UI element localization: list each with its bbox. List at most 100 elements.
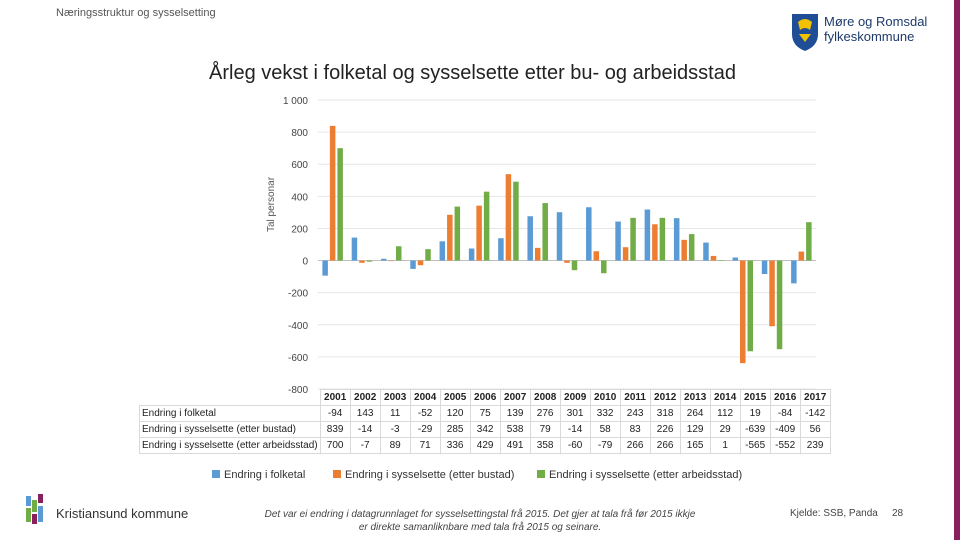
bar-2005-s1 — [439, 241, 446, 261]
bar-2002-s2 — [359, 260, 365, 263]
table-cell: -14 — [349, 421, 381, 438]
table-cell: 19 — [739, 405, 771, 422]
legend-item: Endring i sysselsette (etter arbeidsstad… — [537, 469, 742, 481]
table-cell: 839 — [319, 421, 351, 438]
table-cell: -3 — [379, 421, 411, 438]
bar-2003-s1 — [380, 258, 387, 261]
bar-2003-s2 — [388, 260, 394, 262]
table-cell: -52 — [409, 405, 441, 422]
table-cell: 75 — [469, 405, 501, 422]
table-year-header: 2013 — [679, 389, 711, 406]
table-year-header: 2017 — [799, 389, 831, 406]
bar-2006-s2 — [476, 205, 482, 261]
logo-line-2: fylkeskommune — [824, 29, 915, 44]
table-year-header: 2008 — [529, 389, 561, 406]
y-tick-label: 0 — [302, 257, 308, 268]
table-year-header: 2003 — [379, 389, 411, 406]
table-row-label: Endring i sysselsette (etter arbeidsstad… — [139, 437, 321, 454]
table-cell: 1 — [709, 437, 741, 454]
y-tick-label: -800 — [288, 385, 308, 396]
table-year-header: 2004 — [409, 389, 441, 406]
table-cell: -84 — [769, 405, 801, 422]
legend-item: Endring i folketal — [212, 469, 305, 481]
table-cell: -7 — [349, 437, 381, 454]
table-cell: -79 — [589, 437, 621, 454]
bar-2007-s1 — [498, 238, 504, 261]
table-header-row: 2001 2002 2003 2004 2005 2006 2007 2008 2009 2010… — [140, 389, 831, 406]
table-cell: 336 — [439, 437, 471, 454]
bar-2012-s2 — [652, 224, 658, 261]
bar-2016-s1 — [761, 260, 768, 275]
bar-2009-s3 — [571, 260, 578, 271]
coat-of-arms-icon — [792, 14, 818, 51]
bar-2002-s3 — [366, 260, 373, 262]
bar-2014-s2 — [710, 255, 717, 261]
table-cell: 120 — [439, 405, 471, 422]
table-year-header: 2006 — [469, 389, 501, 406]
bar-2008-s2 — [534, 247, 541, 261]
y-tick-label: -600 — [288, 353, 308, 364]
bar-2013-s1 — [673, 218, 680, 261]
bar-2017-s1 — [791, 260, 797, 284]
table-year-header: 2014 — [709, 389, 741, 406]
bar-2016-s2 — [769, 260, 775, 327]
bar-2001-s3 — [337, 148, 343, 261]
table-row-label: Endring i folketal — [139, 405, 321, 422]
table-cell: 266 — [619, 437, 651, 454]
chart-legend: Endring i folketal Endring i sysselsette … — [0, 469, 960, 483]
y-tick-label: -400 — [288, 321, 308, 332]
bar-2004-s2 — [417, 260, 424, 266]
bar-2017-s2 — [798, 251, 805, 261]
y-tick-label: 200 — [291, 224, 308, 235]
table-cell: -29 — [409, 421, 441, 438]
bar-2009-s1 — [556, 212, 563, 261]
footer-note-line-1: Det var ei endring i datagrunnlaget for … — [264, 509, 696, 520]
y-tick-label: -200 — [288, 289, 308, 300]
bar-2015-s1 — [732, 257, 739, 261]
county-logo: Møre og Romsdal fylkeskommune — [790, 12, 940, 52]
bar-2008-s1 — [527, 216, 533, 261]
data-table: 2001 2002 2003 2004 2005 2006 2007 2008 2009 2010… — [139, 389, 831, 454]
footer-org: Kristiansund kommune — [56, 506, 189, 521]
table-cell: 239 — [799, 437, 831, 454]
bar-2007-s3 — [513, 181, 519, 261]
table-cell: 139 — [499, 405, 531, 422]
table-cell: -14 — [559, 421, 591, 438]
right-accent-bar — [954, 0, 960, 540]
legend-item: Endring i sysselsette (etter bustad) — [333, 469, 514, 481]
table-cell: 165 — [679, 437, 711, 454]
table-year-header: 2001 — [319, 389, 351, 406]
table-cell: 83 — [619, 421, 651, 438]
table-cell: 332 — [589, 405, 621, 422]
legend-swatch — [212, 470, 220, 478]
y-tick-label: 600 — [291, 160, 308, 171]
section-title: Næringsstruktur og sysselsetting — [56, 7, 216, 19]
bar-2004-s1 — [410, 260, 416, 269]
bar-2015-s3 — [747, 260, 754, 352]
bar-2001-s2 — [329, 125, 336, 261]
table-cell: 143 — [349, 405, 381, 422]
bar-2012-s1 — [644, 209, 651, 261]
bar-2011-s1 — [615, 221, 621, 261]
bar-2004-s3 — [425, 249, 431, 261]
table-cell: -60 — [559, 437, 591, 454]
bar-2010-s1 — [586, 207, 592, 261]
legend-label: Endring i sysselsette (etter bustad) — [345, 469, 515, 481]
y-tick-label: 1 000 — [283, 96, 308, 107]
legend-label: Endring i sysselsette (etter arbeidsstad… — [549, 469, 743, 481]
table-cell: 264 — [679, 405, 711, 422]
table-cell: -552 — [769, 437, 801, 454]
table-corner — [140, 390, 321, 406]
bar-chart: 1 000 800 600 400 200 0 -200 -400 -600 -800 — [283, 96, 816, 396]
table-year-header: 2015 — [739, 389, 771, 406]
y-tick-label: 400 — [291, 192, 308, 203]
table-cell: 89 — [379, 437, 411, 454]
bar-2011-s2 — [622, 247, 629, 261]
table-row: Endring i sysselsette (etter bustad) 839-… — [139, 421, 831, 438]
table-cell: -94 — [319, 405, 351, 422]
bar-2015-s2 — [740, 260, 746, 364]
table-cell: -639 — [739, 421, 771, 438]
table-cell: 226 — [649, 421, 681, 438]
bar-2006-s3 — [483, 191, 490, 261]
bar-2008-s3 — [542, 203, 548, 261]
